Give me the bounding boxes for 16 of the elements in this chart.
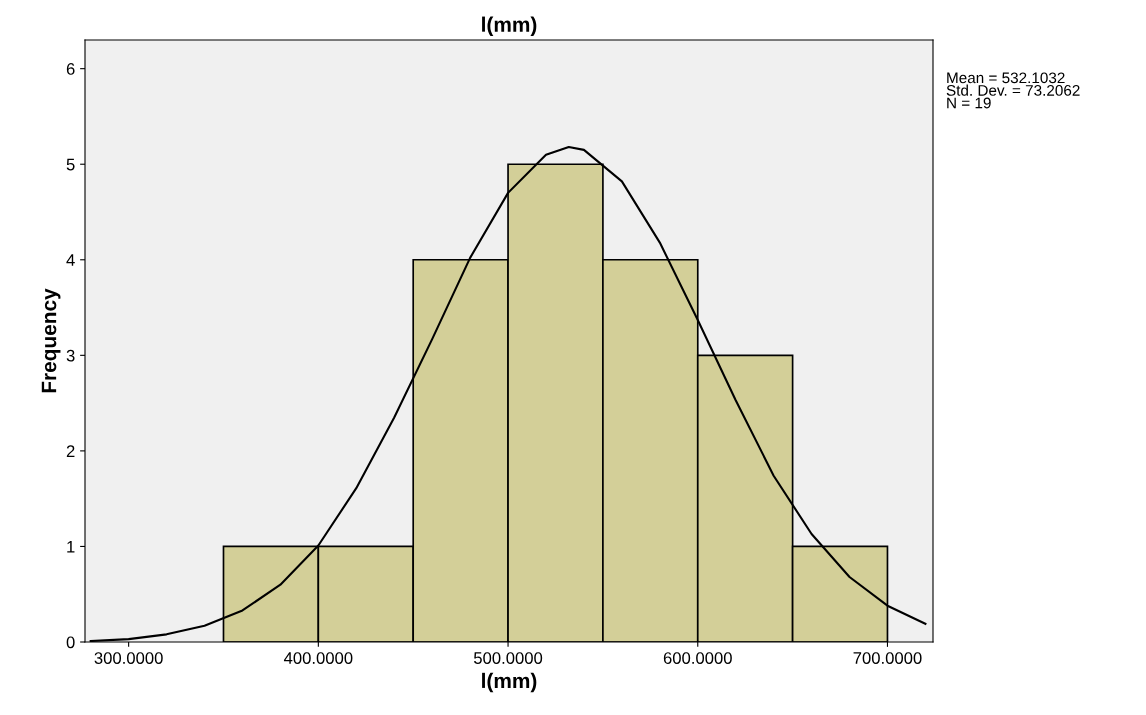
- x-tick-label: 300.0000: [94, 652, 163, 664]
- x-tick-label: 700.0000: [853, 652, 922, 664]
- y-tick-label: 3: [66, 349, 75, 362]
- y-tick-label: 4: [66, 254, 75, 266]
- y-axis-title: Frequency: [41, 288, 61, 393]
- y-tick-label: 1: [67, 541, 75, 553]
- y-tick-label: 0: [66, 636, 75, 649]
- text: Mean = 532.1032 Std. Dev. = 73.2062 N = 19: [946, 72, 1080, 109]
- x-tick-label: 400.0000: [283, 652, 353, 664]
- y-tick-label: 5: [66, 158, 75, 171]
- x-axis-title: l(mm): [482, 672, 537, 693]
- y-tick-label: 6: [66, 63, 75, 75]
- x-tick-label: 600.0000: [663, 652, 732, 664]
- chart-title: l(mm): [482, 16, 537, 36]
- x-tick-label: 500.0000: [473, 652, 543, 664]
- y-tick-label: 2: [66, 445, 75, 457]
